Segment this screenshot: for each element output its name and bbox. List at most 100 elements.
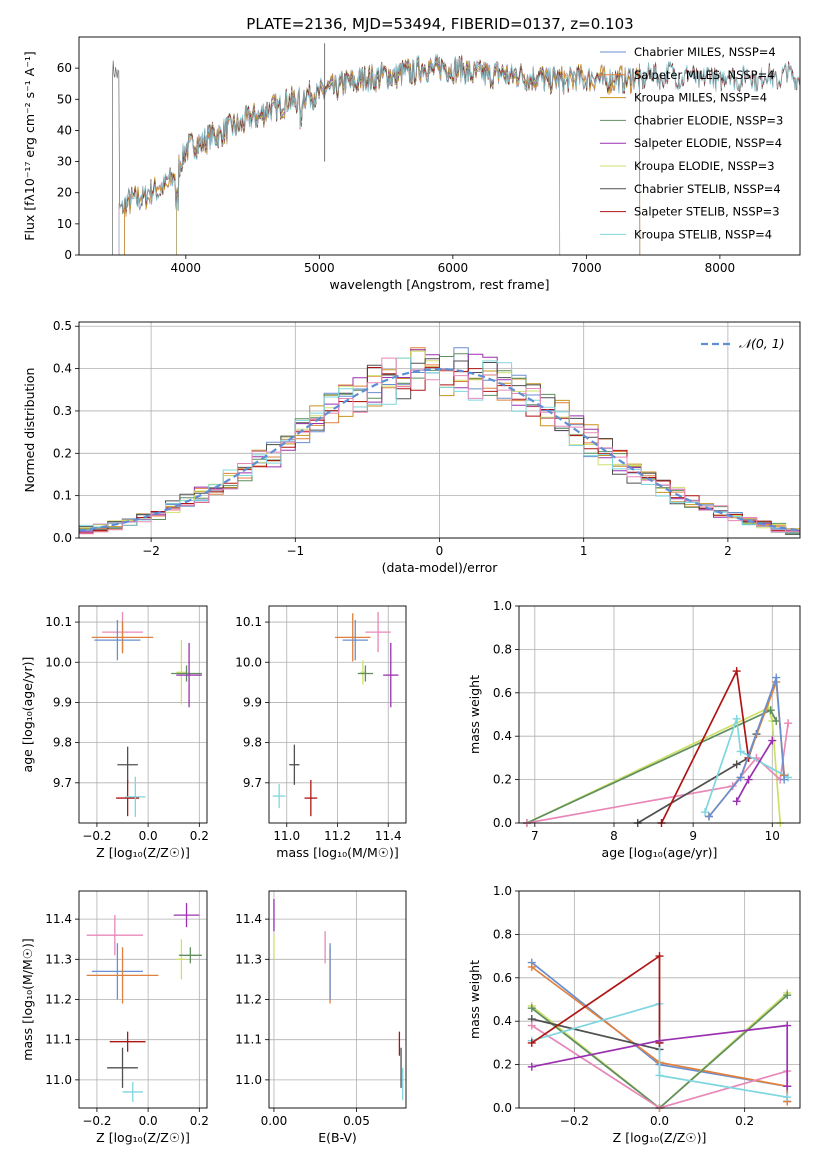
y-tick-label: 9.8 [243, 736, 262, 750]
y-tick-label: 11.0 [45, 1073, 72, 1087]
y-tick-label: 0.8 [493, 927, 512, 941]
point-marker-salpeter_elodie [768, 736, 777, 745]
plot-area [519, 606, 800, 823]
point-marker-chabrier_elodie [527, 1004, 536, 1013]
y-tick-label: 0.1 [53, 489, 72, 503]
plot-frame [78, 890, 208, 1109]
x-tick-label: 9 [689, 829, 697, 843]
y-tick-label: 0.5 [53, 319, 72, 333]
plot-frame [518, 605, 801, 824]
y-tick-label: 11.2 [235, 993, 262, 1007]
x-tick-label: 5000 [304, 261, 335, 275]
y-tick-label: 10.0 [235, 655, 262, 669]
x-tick-label: 7000 [571, 261, 602, 275]
legend-entry: Chabrier STELIB, NSSP=4 [634, 182, 781, 196]
y-tick-label: 10.0 [45, 655, 72, 669]
x-tick-label: 0.0 [139, 1114, 158, 1128]
legend-entry: Salpeter STELIB, NSSP=3 [634, 205, 780, 219]
x-axis-label: E(B-V) [318, 1130, 357, 1145]
point-marker-kroupa_stelib [783, 1093, 792, 1102]
x-tick-label: 7 [531, 829, 539, 843]
y-tick-label: 0.2 [53, 446, 72, 460]
x-tick-label: −0.2 [82, 1114, 111, 1128]
x-axis-label: age [log₁₀(age/yr)] [602, 845, 718, 860]
point-marker-salpeter_elodie [527, 1062, 536, 1071]
x-tick-label: 8 [610, 829, 618, 843]
y-tick-label: 11.3 [235, 952, 262, 966]
point-marker-kroupa_stelib [655, 1071, 664, 1080]
y-tick-label: 30 [57, 155, 72, 169]
legend-entry: 𝒩(0, 1) [739, 336, 785, 351]
y-tick-label: 10.1 [45, 615, 72, 629]
mass-weight-vs-metallicity-plot: −0.2 0.0 0.2 0.0 0.2 0.4 0.6 0.8 1.0 Z [log₁₀(Z/Z… [467, 884, 801, 1145]
y-tick-label: 0.3 [53, 404, 72, 418]
x-axis-label: (data-model)/error [382, 560, 499, 575]
age-vs-metallicity-plot: −0.2 0.0 0.2 9.7 9.8 9.9 10.0 10.1 Z [log₁₀(Z/Z☉… [20, 605, 209, 860]
x-tick-label: 0.2 [735, 1114, 754, 1128]
y-tick-label: 9.7 [53, 776, 72, 790]
y-tick-label: 0.4 [493, 729, 512, 743]
legend-entry: Kroupa MILES, NSSP=4 [634, 91, 767, 105]
x-tick-label: −0.2 [82, 829, 111, 843]
y-tick-label: 0.4 [53, 362, 72, 376]
mass-vs-ebv-plot: 0.00 0.05 11.0 11.1 11.2 11.3 11.4 E(B-V) [235, 890, 407, 1145]
y-tick-label: 11.1 [235, 1033, 262, 1047]
point-marker-extra_pink [784, 719, 793, 728]
x-tick-label: −1 [286, 544, 304, 558]
point-marker-salpeter_stelib [655, 952, 664, 961]
legend-entry: Chabrier ELODIE, NSSP=3 [634, 113, 783, 127]
plot-area [79, 606, 207, 823]
x-tick-label: 11.0 [273, 829, 300, 843]
y-axis-label: Flux [fλ10⁻¹⁷ erg cm⁻² s⁻¹ A⁻¹] [22, 51, 37, 240]
point-marker-chabrier_miles [772, 673, 781, 682]
x-axis-label: mass [log₁₀(M/M☉)] [276, 845, 398, 860]
x-tick-label: 6000 [438, 261, 469, 275]
y-tick-label: 0.4 [493, 1014, 512, 1028]
y-axis-label: Normed distribution [22, 368, 37, 493]
x-tick-label: 0.2 [190, 1114, 209, 1128]
series-line-kroupa_stelib [704, 718, 789, 813]
point-marker-kroupa_stelib [732, 714, 741, 723]
y-tick-label: 0.0 [493, 816, 512, 830]
y-tick-label: 1.0 [493, 599, 512, 613]
plot-frame [78, 321, 801, 539]
plot-frame [518, 890, 801, 1109]
plot-frame [268, 890, 407, 1109]
x-tick-label: 8000 [705, 261, 736, 275]
x-tick-label: 0.2 [190, 829, 209, 843]
x-tick-label: 2 [724, 544, 732, 558]
y-axis-label: mass [log₁₀(M/M☉)] [20, 938, 35, 1060]
y-tick-label: 9.9 [53, 695, 72, 709]
x-axis-label: Z [log₁₀(Z/Z☉)] [96, 845, 190, 860]
y-tick-label: 0.8 [493, 642, 512, 656]
x-tick-label: 0.00 [261, 1114, 288, 1128]
histogram-chabrier_stelib [79, 358, 800, 535]
y-tick-label: 0.6 [493, 686, 512, 700]
point-marker-chabrier_elodie [783, 991, 792, 1000]
y-tick-label: 11.2 [45, 993, 72, 1007]
x-tick-label: 0 [436, 544, 444, 558]
x-tick-label: 1 [580, 544, 588, 558]
spectrum-plot: 4000 5000 6000 7000 8000 0 10 20 30 40 50 60 wavelen… [22, 36, 801, 292]
x-tick-label: 11.4 [375, 829, 402, 843]
age-vs-mass-plot: 11.0 11.2 11.4 9.7 9.8 9.9 10.0 10.1 mass [log₁₀… [235, 605, 407, 860]
y-tick-label: 10 [57, 217, 72, 231]
y-tick-label: 9.7 [243, 776, 262, 790]
y-tick-label: 0.2 [493, 773, 512, 787]
legend-entry: Kroupa STELIB, NSSP=4 [634, 227, 772, 241]
y-tick-label: 0.6 [493, 971, 512, 985]
y-tick-label: 0.0 [493, 1101, 512, 1115]
series-line-chabrier_miles [708, 677, 786, 818]
y-axis-label: mass weight [467, 960, 482, 1039]
y-tick-label: 9.8 [53, 736, 72, 750]
legend-entry: Kroupa ELODIE, NSSP=3 [634, 159, 775, 173]
point-marker-salpeter_miles [527, 962, 536, 971]
point-marker-kroupa_stelib [736, 747, 745, 756]
histogram-kroupa_stelib [79, 357, 800, 534]
plot-frame [78, 605, 208, 824]
y-tick-label: 11.4 [235, 912, 262, 926]
plot-frame [78, 36, 801, 256]
point-marker-chabrier_stelib [732, 760, 741, 769]
y-tick-label: 0.2 [493, 1058, 512, 1072]
y-tick-label: 50 [57, 92, 72, 106]
